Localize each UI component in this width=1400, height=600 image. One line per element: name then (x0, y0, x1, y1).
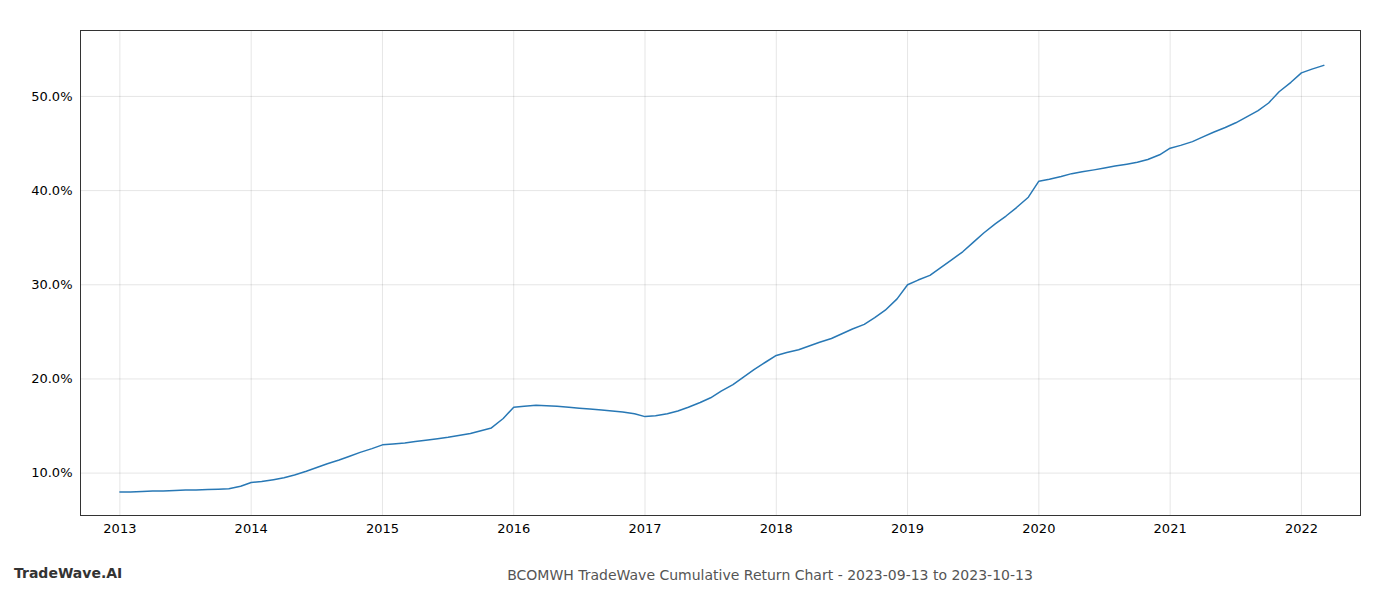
svg-text:20.0%: 20.0% (31, 371, 72, 386)
svg-text:2022: 2022 (1285, 521, 1318, 536)
svg-text:2021: 2021 (1154, 521, 1187, 536)
svg-text:50.0%: 50.0% (31, 89, 72, 104)
svg-text:10.0%: 10.0% (31, 465, 72, 480)
svg-text:2019: 2019 (891, 521, 924, 536)
html-text:BCOMWH TradeWave Cumulative Re: BCOMWH TradeWave Cumulative Return Chart… (507, 567, 1033, 583)
svg-text:2015: 2015 (366, 521, 399, 536)
svg-text:30.0%: 30.0% (31, 277, 72, 292)
svg-text:2018: 2018 (760, 521, 793, 536)
svg-text:40.0%: 40.0% (31, 183, 72, 198)
svg-text:2013: 2013 (103, 521, 136, 536)
svg-text:2016: 2016 (497, 521, 530, 536)
svg-text:2014: 2014 (235, 521, 268, 536)
html-text:TradeWave.AI: TradeWave.AI (14, 565, 123, 581)
svg-text:2020: 2020 (1022, 521, 1055, 536)
svg-text:2017: 2017 (628, 521, 661, 536)
